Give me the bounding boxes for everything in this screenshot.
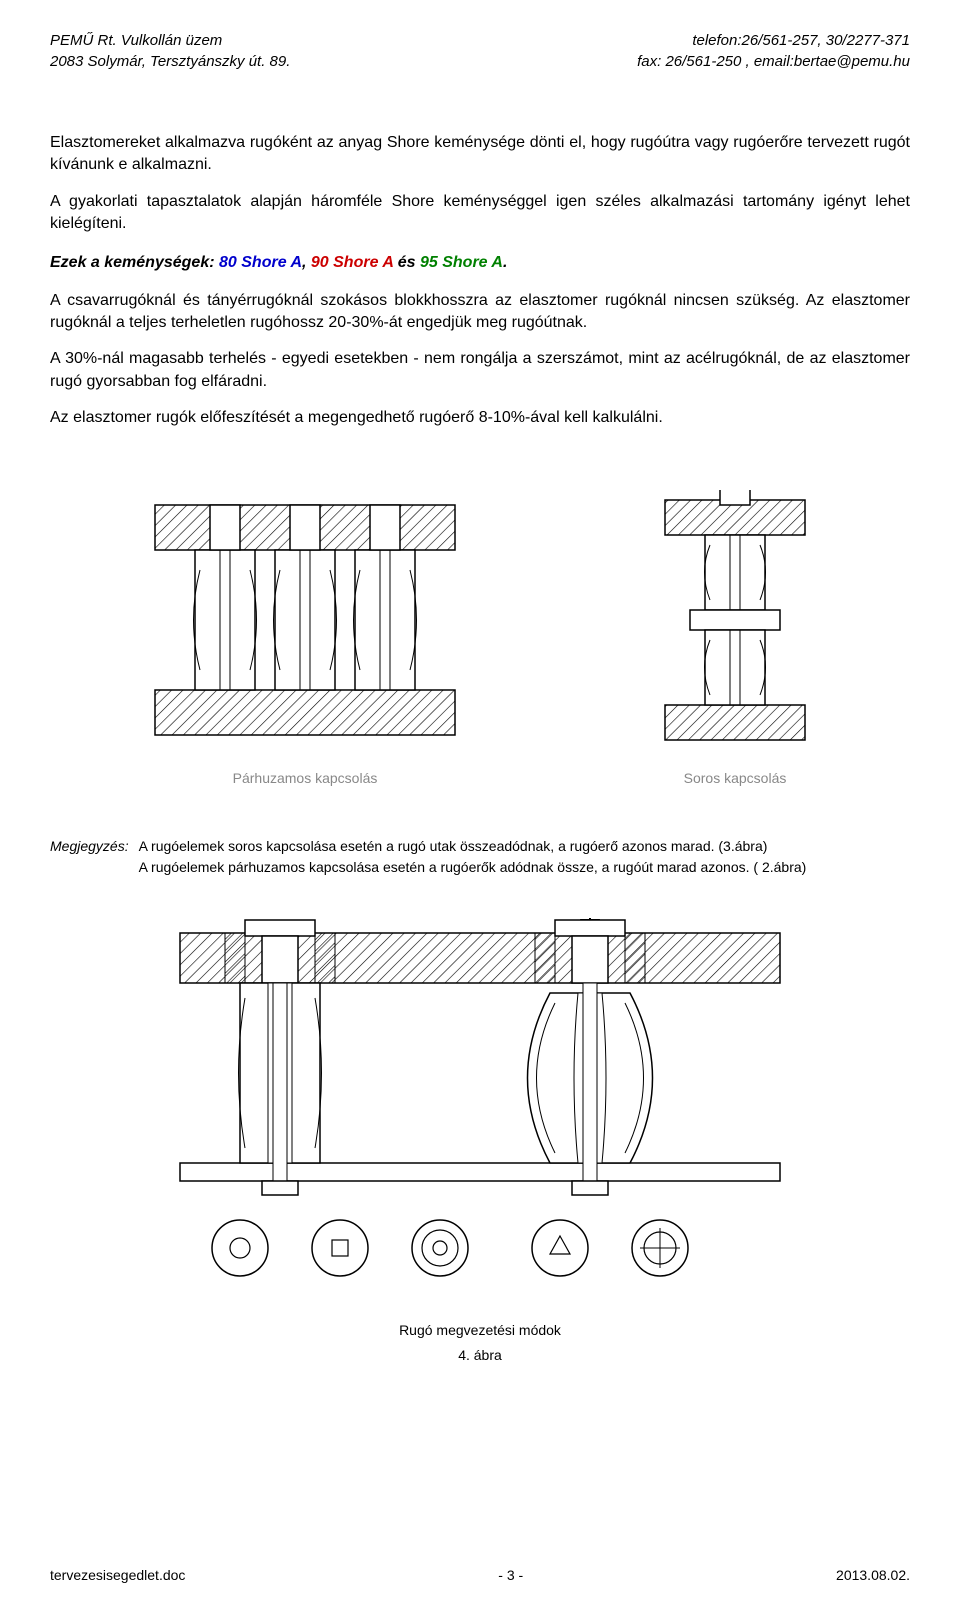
- company-name: PEMŰ Rt. Vulkollán üzem: [50, 30, 290, 51]
- page-header: PEMŰ Rt. Vulkollán üzem 2083 Solymár, Te…: [50, 30, 910, 72]
- shore-prefix: Ezek a keménységek:: [50, 254, 219, 271]
- contact-phone: telefon:26/561-257, 30/2277-371: [637, 30, 910, 51]
- series-connection-diagram: [655, 490, 815, 750]
- shore-and: és: [393, 254, 420, 271]
- note-content: A rugóelemek soros kapcsolása esetén a r…: [139, 836, 910, 878]
- parallel-label: Párhuzamos kapcsolás: [145, 770, 465, 786]
- header-company: PEMŰ Rt. Vulkollán üzem 2083 Solymár, Te…: [50, 30, 290, 72]
- paragraph-4: A 30%-nál magasabb terhelés - egyedi ese…: [50, 348, 910, 393]
- figure-caption: Rugó megvezetési módok 4. ábra: [50, 1318, 910, 1368]
- paragraph-3: A csavarrugóknál és tányérrugóknál szoká…: [50, 290, 910, 335]
- shore-comma: ,: [302, 254, 311, 271]
- footer-page-number: - 3 -: [498, 1567, 523, 1583]
- note-section: Megjegyzés: A rugóelemek soros kapcsolás…: [50, 836, 910, 878]
- page-footer: tervezesisegedlet.doc - 3 - 2013.08.02.: [50, 1567, 910, 1583]
- footer-filename: tervezesisegedlet.doc: [50, 1567, 185, 1583]
- note-line-2: A rugóelemek párhuzamos kapcsolása eseté…: [139, 857, 910, 878]
- header-contact: telefon:26/561-257, 30/2277-371 fax: 26/…: [637, 30, 910, 72]
- paragraph-1: Elasztomereket alkalmazva rugóként az an…: [50, 132, 910, 177]
- shore-hardness-line: Ezek a keménységek: 80 Shore A, 90 Shore…: [50, 254, 910, 272]
- connection-diagrams: [50, 480, 910, 760]
- series-label: Soros kapcsolás: [655, 770, 815, 786]
- contact-fax-email: fax: 26/561-250 , email:bertae@pemu.hu: [637, 51, 910, 72]
- shore-80: 80 Shore A: [219, 254, 302, 271]
- paragraph-2: A gyakorlati tapasztalatok alapján három…: [50, 191, 910, 236]
- spring-guide-diagram: [170, 918, 790, 1298]
- company-address: 2083 Solymár, Tersztyánszky út. 89.: [50, 51, 290, 72]
- shore-90: 90 Shore A: [311, 254, 393, 271]
- shore-period: .: [503, 254, 507, 271]
- parallel-connection-diagram: [145, 490, 465, 750]
- paragraph-5: Az elasztomer rugók előfeszítését a mege…: [50, 407, 910, 429]
- note-line-1: A rugóelemek soros kapcsolása esetén a r…: [139, 836, 910, 857]
- footer-date: 2013.08.02.: [836, 1567, 910, 1583]
- note-label: Megjegyzés:: [50, 836, 129, 878]
- caption-title: Rugó megvezetési módok: [50, 1318, 910, 1343]
- caption-number: 4. ábra: [50, 1343, 910, 1368]
- diagram-labels-row: Párhuzamos kapcsolás Soros kapcsolás: [50, 770, 910, 786]
- shore-95: 95 Shore A: [420, 254, 503, 271]
